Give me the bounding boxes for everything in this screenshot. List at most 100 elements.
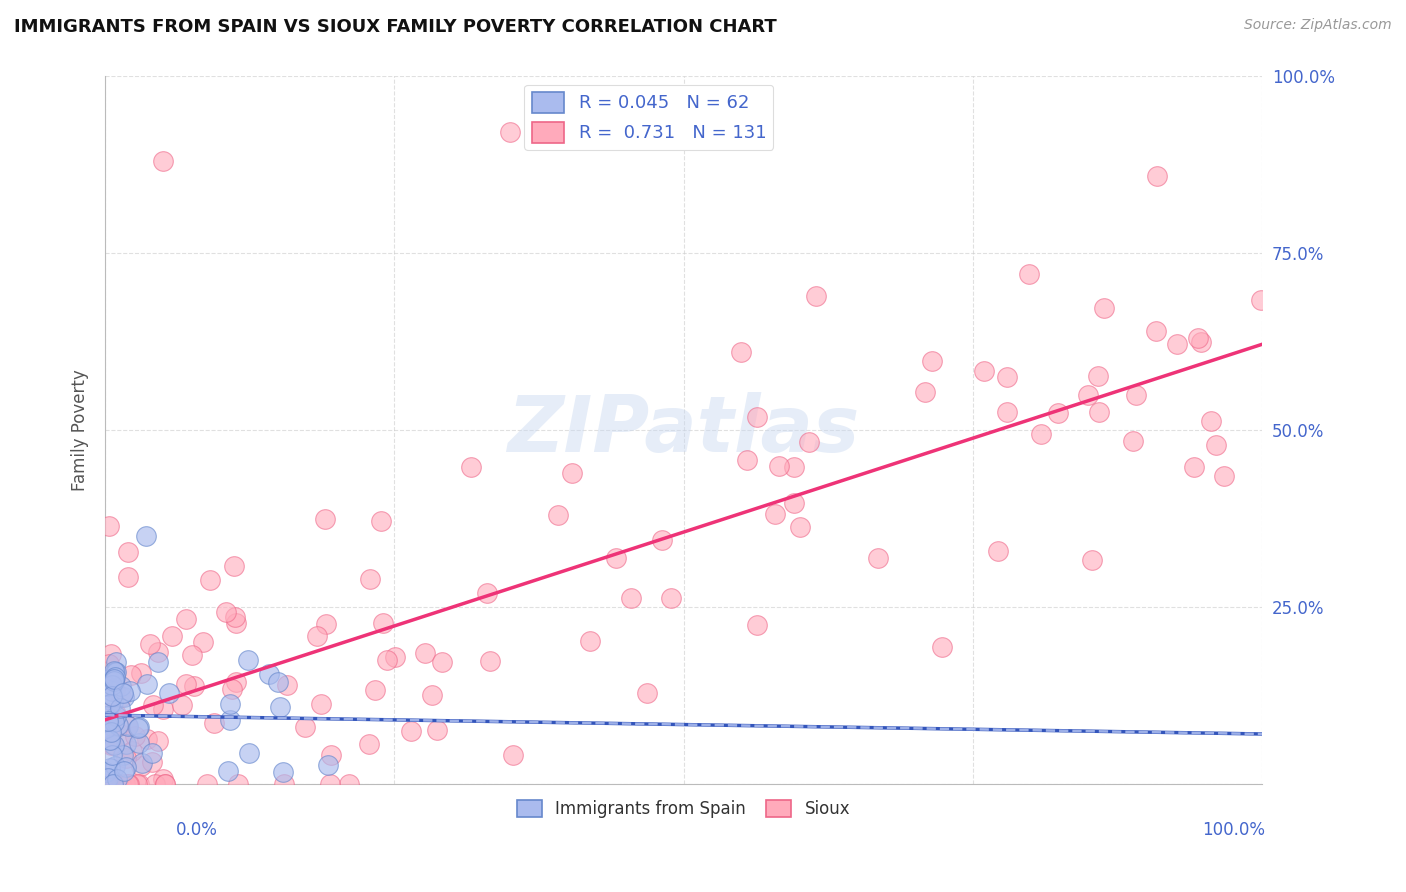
Y-axis label: Family Poverty: Family Poverty: [72, 368, 89, 491]
Point: [118, 777, 141, 791]
Point: [783, 495, 806, 509]
Point: [1201, 413, 1223, 427]
Point: [995, 370, 1018, 384]
Point: [659, 591, 682, 606]
Point: [257, 666, 280, 681]
Point: [219, 697, 242, 711]
Point: [315, 616, 337, 631]
Point: [103, 674, 125, 689]
Point: [620, 591, 643, 606]
Point: [115, 718, 138, 732]
Point: [174, 612, 197, 626]
Point: [1189, 335, 1212, 350]
Point: [97, 672, 120, 686]
Point: [1213, 469, 1236, 483]
Point: [96, 777, 118, 791]
Point: [104, 655, 127, 669]
Point: [117, 545, 139, 559]
Point: [110, 690, 132, 704]
Point: [98, 673, 121, 688]
Text: Source: ZipAtlas.com: Source: ZipAtlas.com: [1244, 18, 1392, 32]
Point: [97, 706, 120, 720]
Point: [135, 676, 157, 690]
Point: [152, 153, 174, 168]
Text: IMMIGRANTS FROM SPAIN VS SIOUX FAMILY POVERTY CORRELATION CHART: IMMIGRANTS FROM SPAIN VS SIOUX FAMILY PO…: [14, 18, 776, 36]
Point: [415, 646, 437, 660]
Point: [139, 637, 162, 651]
Point: [420, 689, 443, 703]
Point: [1047, 406, 1070, 420]
Point: [104, 665, 127, 679]
Point: [110, 777, 132, 791]
Point: [100, 725, 122, 739]
Point: [995, 405, 1018, 419]
Point: [103, 672, 125, 686]
Point: [547, 508, 569, 522]
Point: [135, 732, 157, 747]
Point: [97, 771, 120, 785]
Point: [987, 544, 1010, 558]
Point: [141, 746, 163, 760]
Point: [101, 684, 124, 698]
Point: [131, 756, 153, 770]
Point: [103, 670, 125, 684]
Point: [561, 466, 583, 480]
Point: [181, 648, 204, 662]
Point: [110, 679, 132, 693]
Point: [1205, 438, 1227, 452]
Point: [218, 713, 240, 727]
Point: [783, 459, 806, 474]
Text: 100.0%: 100.0%: [1202, 821, 1265, 838]
Point: [1166, 337, 1188, 351]
Point: [371, 616, 394, 631]
Point: [112, 748, 135, 763]
Point: [636, 686, 658, 700]
Point: [103, 695, 125, 709]
Point: [104, 706, 127, 721]
Point: [789, 520, 811, 534]
Point: [98, 733, 121, 747]
Point: [105, 709, 128, 723]
Point: [1182, 460, 1205, 475]
Point: [120, 683, 142, 698]
Point: [148, 655, 170, 669]
Point: [176, 677, 198, 691]
Point: [96, 764, 118, 779]
Point: [111, 728, 134, 742]
Point: [141, 755, 163, 769]
Point: [96, 714, 118, 729]
Point: [1088, 405, 1111, 419]
Point: [651, 533, 673, 548]
Point: [111, 686, 134, 700]
Point: [276, 678, 298, 692]
Point: [155, 777, 177, 791]
Point: [128, 777, 150, 791]
Point: [97, 519, 120, 533]
Point: [129, 665, 152, 680]
Point: [103, 738, 125, 752]
Point: [97, 657, 120, 672]
Point: [100, 739, 122, 753]
Point: [103, 664, 125, 678]
Point: [307, 629, 329, 643]
Point: [100, 748, 122, 763]
Point: [170, 698, 193, 712]
Point: [217, 764, 239, 778]
Point: [309, 697, 332, 711]
Point: [401, 724, 423, 739]
Point: [370, 514, 392, 528]
Point: [271, 765, 294, 780]
Point: [145, 777, 167, 791]
Point: [318, 757, 340, 772]
Point: [224, 558, 246, 573]
Point: [499, 125, 522, 139]
Point: [104, 759, 127, 773]
Point: [195, 777, 218, 791]
Point: [153, 777, 176, 791]
Point: [202, 716, 225, 731]
Point: [921, 353, 943, 368]
Point: [98, 761, 121, 775]
Point: [100, 697, 122, 711]
Point: [97, 733, 120, 747]
Point: [319, 748, 342, 763]
